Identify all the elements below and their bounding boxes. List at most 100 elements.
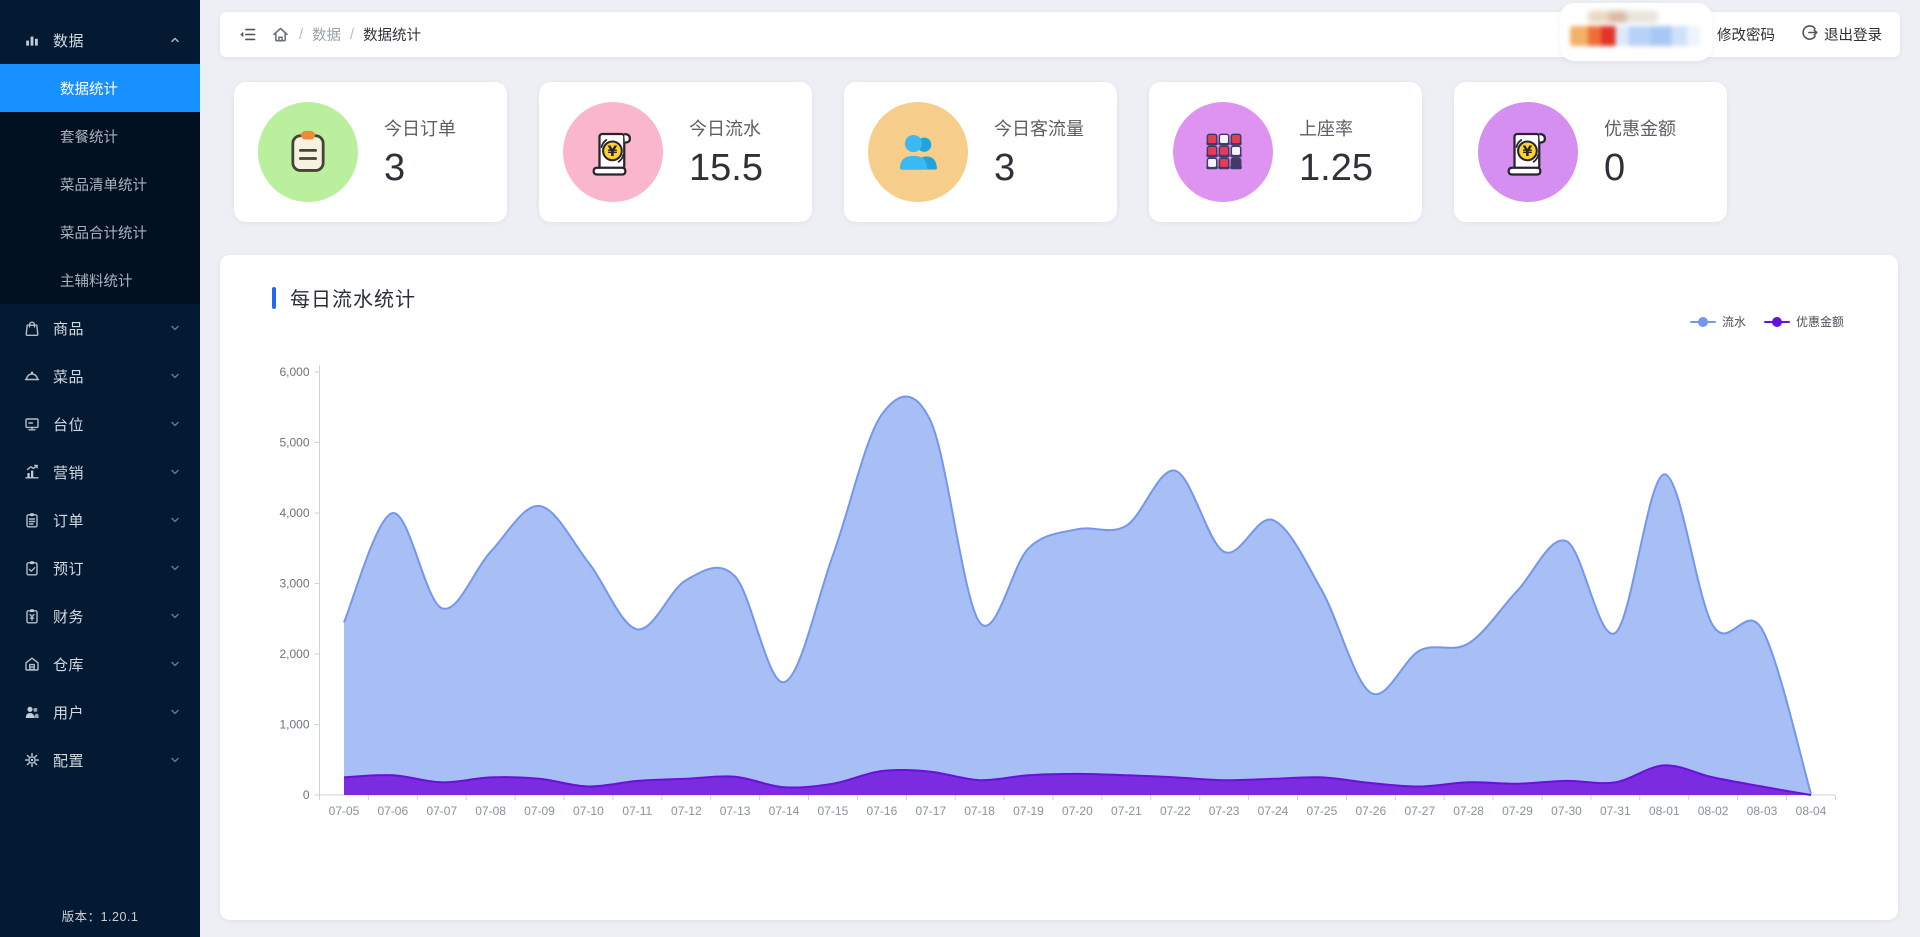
y-tick-label: 5,000 xyxy=(279,436,309,450)
line-流水 xyxy=(343,395,1812,795)
stat-label: 上座率 xyxy=(1299,118,1353,139)
stat-text: 上座率 1.25 xyxy=(1299,115,1373,190)
legend-item[interactable]: 流水 xyxy=(1689,313,1746,330)
chevron-down-icon xyxy=(168,369,182,383)
breadcrumb-item-data[interactable]: 数据 xyxy=(312,28,342,44)
chevron-down-icon xyxy=(168,753,182,767)
legend-item[interactable]: 优惠金额 xyxy=(1763,313,1844,330)
x-tick-label: 07-28 xyxy=(1453,804,1484,818)
x-tick-label: 07-19 xyxy=(1013,804,1044,818)
sidebar-item-dish[interactable]: 菜品 xyxy=(0,352,200,400)
x-tick-label: 07-10 xyxy=(573,804,604,818)
daily-revenue-card: 每日流水统计 流水 优惠金额 0 1,000 2,000 3,000 4,000 5,000… xyxy=(220,255,1898,920)
topbar-left: / 数据 / 数据统计 xyxy=(238,24,421,45)
stat-text: 优惠金额 0 xyxy=(1604,115,1676,190)
chart-legend: 流水 优惠金额 xyxy=(1689,313,1844,330)
stat-text: 今日客流量 3 xyxy=(994,115,1084,190)
chevron-down-icon xyxy=(168,657,182,671)
x-tick-label: 07-21 xyxy=(1111,804,1142,818)
area-优惠金额 xyxy=(344,765,1811,795)
x-tick-label: 07-27 xyxy=(1404,804,1435,818)
sidebar-subitem[interactable]: 主辅料统计 xyxy=(60,273,133,290)
sidebar-item-table-station[interactable]: 台位 xyxy=(0,400,200,448)
users-icon xyxy=(24,704,40,720)
sidebar-item-finance[interactable]: 财务 xyxy=(0,592,200,640)
stat-label: 今日流水 xyxy=(689,118,761,139)
x-tick-label: 07-25 xyxy=(1307,804,1338,818)
visitors-icon xyxy=(868,102,968,202)
breadcrumb: / 数据 / 数据统计 xyxy=(271,24,421,45)
sidebar-subitem[interactable]: 套餐统计 xyxy=(60,129,118,146)
logout-label: 退出登录 xyxy=(1824,28,1882,44)
stat-value: 3 xyxy=(384,146,406,189)
sidebar-item-settings[interactable]: 配置 xyxy=(0,736,200,784)
x-tick-label: 08-02 xyxy=(1698,804,1729,818)
x-tick-label: 07-18 xyxy=(964,804,995,818)
x-tick-label: 07-20 xyxy=(1062,804,1093,818)
area-流水 xyxy=(344,396,1811,795)
x-tick-label: 07-15 xyxy=(818,804,849,818)
x-tick-label: 07-29 xyxy=(1502,804,1533,818)
y-tick-label: 4,000 xyxy=(279,506,309,520)
y-tick-label: 3,000 xyxy=(279,577,309,591)
breadcrumb-separator: / xyxy=(350,26,355,43)
marketing-icon xyxy=(24,464,40,480)
home-icon[interactable] xyxy=(271,25,290,44)
sidebar-item-order[interactable]: 订单 xyxy=(0,496,200,544)
sidebar-item-bar-chart[interactable]: 数据 xyxy=(0,16,200,64)
clipboard-order-icon xyxy=(258,102,358,202)
order-icon xyxy=(24,512,40,528)
menu-fold-icon[interactable] xyxy=(238,25,257,44)
user-name-redacted xyxy=(1560,3,1712,61)
x-tick-label: 07-12 xyxy=(671,804,702,818)
stat-card: ¥ 优惠金额 0 xyxy=(1454,82,1727,222)
sidebar: 数据 数据统计套餐统计菜品清单统计 菜品合计统计 主辅料统计商品菜品 台位 营销订单预订财… xyxy=(0,0,200,937)
stat-value: 0 xyxy=(1604,146,1626,189)
main-content: / 数据 / 数据统计 修改密码 退出登录 今日订单 3 xyxy=(200,0,1920,937)
line-优惠金额 xyxy=(343,764,1812,796)
sidebar-item-warehouse[interactable]: 仓库 xyxy=(0,640,200,688)
warehouse-icon xyxy=(24,656,40,672)
sidebar-item-users[interactable]: 用户 xyxy=(0,688,200,736)
sidebar-item-label: 仓库 xyxy=(53,656,85,674)
sidebar-item-label: 商品 xyxy=(53,320,85,338)
sidebar-item-goods[interactable]: 商品 xyxy=(0,304,200,352)
logout-icon xyxy=(1801,24,1818,45)
stat-card: 今日订单 3 xyxy=(234,82,507,222)
sidebar-submenu: 数据统计套餐统计菜品清单统计 菜品合计统计 主辅料统计 xyxy=(0,64,200,304)
stat-cards-row: 今日订单 3 ¥ 今日流水 15.5 今日客流量 3 上座率 1.25 ¥ 优惠金额 0 xyxy=(234,82,1727,222)
logout-button[interactable]: 退出登录 xyxy=(1801,24,1882,45)
x-tick-label: 07-06 xyxy=(377,804,408,818)
x-tick-label: 07-16 xyxy=(867,804,898,818)
breadcrumb-current: 数据统计 xyxy=(363,28,422,44)
seats-icon xyxy=(1173,102,1273,202)
sidebar-subitem[interactable]: 菜品合计统计 xyxy=(60,225,147,242)
legend-label: 流水 xyxy=(1721,315,1746,329)
stat-card: 今日客流量 3 xyxy=(844,82,1117,222)
stat-label: 今日订单 xyxy=(384,118,456,139)
sidebar-item-marketing[interactable]: 营销 xyxy=(0,448,200,496)
change-password-label: 修改密码 xyxy=(1717,28,1775,44)
sidebar-item-label: 订单 xyxy=(53,512,85,530)
legend-marker xyxy=(1763,316,1790,327)
redaction-pixels xyxy=(1570,26,1700,46)
x-tick-label: 07-26 xyxy=(1355,804,1386,818)
stat-value: 3 xyxy=(994,146,1016,189)
sidebar-item-label: 财务 xyxy=(53,608,85,626)
sidebar-item-reservation[interactable]: 预订 xyxy=(0,544,200,592)
redaction-pixels xyxy=(1588,11,1658,23)
legend-marker xyxy=(1689,316,1716,327)
x-tick-label: 07-07 xyxy=(426,804,457,818)
daily-revenue-chart[interactable]: 0 1,000 2,000 3,000 4,000 5,000 6,000 07-05 07-0… xyxy=(220,255,1898,920)
y-tick-label: 0 xyxy=(303,788,310,802)
receipt-yen-icon: ¥ xyxy=(1478,102,1578,202)
svg-text:¥: ¥ xyxy=(1523,144,1533,160)
sidebar-subitem[interactable]: 菜品清单统计 xyxy=(60,177,147,194)
sidebar-subitem[interactable]: 数据统计 xyxy=(0,64,200,112)
topbar-right: 修改密码 退出登录 xyxy=(1694,24,1886,45)
x-tick-label: 07-05 xyxy=(329,804,360,818)
chevron-down-icon xyxy=(168,321,182,335)
stat-text: 今日订单 3 xyxy=(384,115,456,190)
chevron-down-icon xyxy=(168,417,182,431)
sidebar-item-label: 预订 xyxy=(53,560,85,578)
